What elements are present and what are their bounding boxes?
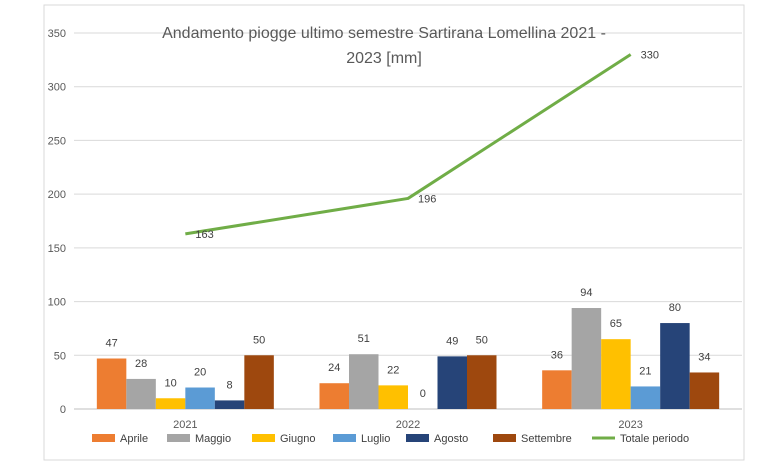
bar-giugno-2023 [601,339,631,409]
bar-settembre-2021 [244,355,274,409]
bar-data-label: 50 [476,334,488,346]
chart-title-line-1: Andamento piogge ultimo semestre Sartira… [162,25,606,42]
line-totale-periodo [185,53,632,236]
y-tick-label: 100 [48,297,66,309]
legend-label: Aprile [120,433,148,445]
y-tick-label: 50 [54,350,66,362]
x-axis: 2021 2022 2023 [173,419,643,431]
bar-data-label: 94 [580,287,592,299]
bar-giugno-2022 [378,385,408,409]
bar-luglio-2023 [630,386,661,409]
legend-swatch [252,434,275,442]
legend-label: Totale periodo [620,433,689,445]
bar-maggio-2023 [571,308,602,409]
bar-data-label: 8 [227,379,233,391]
bar-data-label: 47 [105,338,117,350]
legend-label: Settembre [521,433,572,445]
legend-swatch [493,434,516,442]
bar-series: 47 24 36 28 51 94 10 22 65 20 0 21 8 49 80 50 50 34 [96,287,720,409]
bar-data-label: 65 [610,318,622,330]
x-tick-label: 2022 [396,419,420,431]
legend-label: Giugno [280,433,315,445]
legend-swatch [333,434,356,442]
y-tick-label: 250 [48,135,66,147]
bar-data-label: 51 [358,333,370,345]
legend-swatch [406,434,429,442]
bar-data-label: 10 [164,377,176,389]
bar-data-label: 28 [135,358,147,370]
chart-title: Andamento piogge ultimo semestre Sartira… [162,25,606,67]
bar-agosto-2023 [660,323,690,409]
chart-border [43,4,745,461]
bar-data-label: 0 [420,388,426,400]
legend-label: Luglio [361,433,390,445]
bar-giugno-2021 [155,398,186,409]
bar-agosto-2021 [214,400,245,409]
y-tick-label: 0 [60,404,66,416]
bar-aprile-2022 [319,383,349,409]
legend-label: Maggio [195,433,231,445]
bar-settembre-2022 [467,355,497,409]
bar-aprile-2023 [542,370,572,409]
bar-agosto-2022 [437,356,467,409]
bar-data-label: 20 [194,367,206,379]
legend-swatch [167,434,190,442]
x-tick-label: 2023 [618,419,642,431]
bar-data-label: 34 [698,351,710,363]
bar-settembre-2023 [689,372,720,409]
y-axis: 0 50 100 150 200 250 300 350 [48,28,66,416]
bar-data-label: 50 [253,334,265,346]
bar-maggio-2022 [349,354,379,409]
x-tick-label: 2021 [173,419,197,431]
bar-data-label: 24 [328,362,340,374]
line-data-label: 163 [195,229,213,241]
bar-luglio-2021 [185,387,215,409]
bar-maggio-2021 [126,378,156,409]
bar-data-label: 49 [446,335,458,347]
bar-data-label: 80 [669,302,681,314]
bar-data-label: 36 [551,349,563,361]
line-series: 163 196 330 [185,49,659,241]
bar-data-label: 21 [639,365,651,377]
gridlines [74,32,742,410]
y-tick-label: 150 [48,243,66,255]
y-tick-label: 300 [48,82,66,94]
legend-label: Agosto [434,433,468,445]
y-tick-label: 350 [48,28,66,40]
chart-title-line-2: 2023 [mm] [346,50,422,67]
line-data-label: 196 [418,193,436,205]
legend-swatch [92,434,115,442]
y-tick-label: 200 [48,189,66,201]
bar-data-label: 22 [387,364,399,376]
line-data-label: 330 [641,49,659,61]
bar-aprile-2021 [96,358,127,409]
legend: Aprile Maggio Giugno Luglio Agosto Settembre T… [92,433,689,445]
